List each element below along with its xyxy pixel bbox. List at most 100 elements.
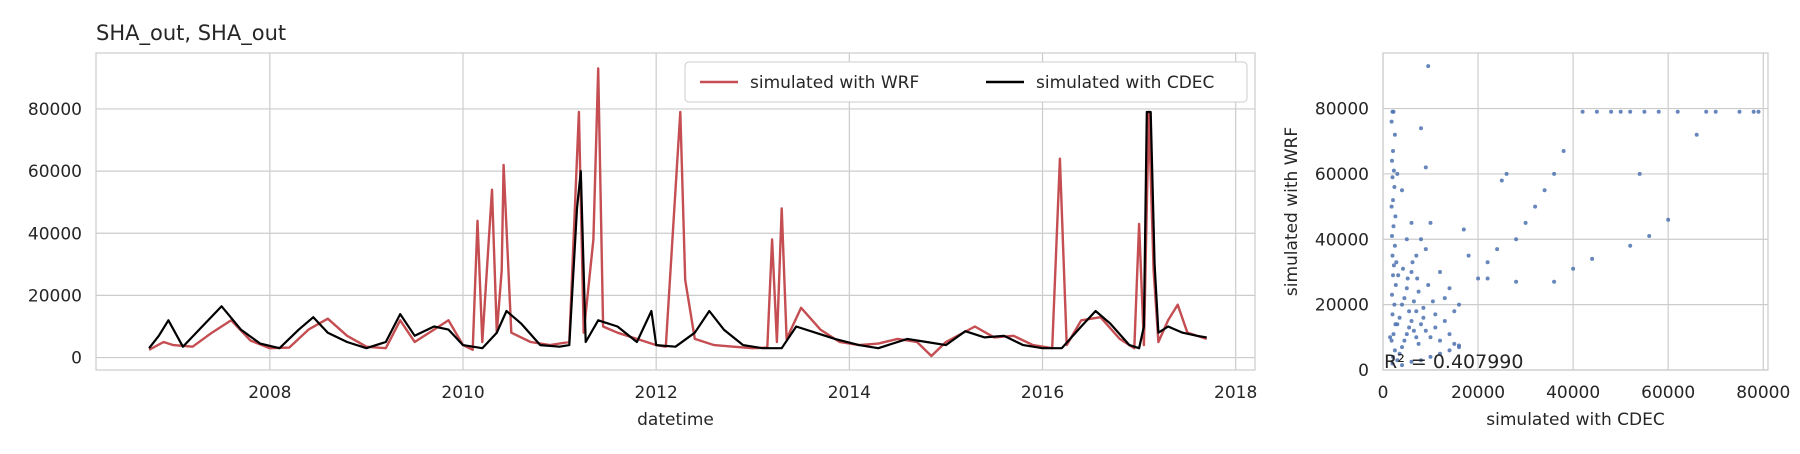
scatter-point (1637, 171, 1642, 176)
scatter-point (1590, 256, 1595, 261)
y-tick-label: 40000 (1315, 230, 1369, 250)
scatter-point (1389, 119, 1394, 124)
scatter-point (1580, 109, 1585, 114)
series-line-1 (148, 110, 1207, 350)
scatter-point (1391, 198, 1395, 203)
scatter-point (1414, 335, 1419, 340)
scatter-point (1428, 335, 1433, 340)
y-tick-label: 80000 (1315, 100, 1369, 120)
scatter-point (1411, 299, 1416, 304)
y-tick-label: 60000 (28, 162, 82, 182)
scatter-point (1394, 260, 1399, 265)
legend: simulated with WRF simulated with CDEC (684, 61, 1248, 103)
scatter-point (1433, 325, 1438, 330)
y-tick-label: 0 (71, 349, 82, 369)
scatter-point (1393, 214, 1398, 219)
scatter-point (1594, 109, 1599, 114)
scatter-point (1514, 237, 1519, 242)
scatter-point (1447, 332, 1452, 337)
scatter-point (1391, 224, 1396, 229)
scatter-point (1704, 109, 1709, 114)
time-series-axes: 2008 2010 2012 2014 2016 2018 0 20000 40000 60000… (28, 52, 1257, 430)
scatter-point (1452, 309, 1457, 314)
scatter-point (1447, 348, 1452, 353)
y-axis-label: simulated with WRF (1282, 127, 1302, 296)
y-tick-label: 60000 (1315, 165, 1369, 185)
x-tick-label: 2012 (635, 383, 678, 403)
scatter-point (1628, 109, 1633, 114)
plot-frame (1382, 52, 1769, 371)
scatter-point (1400, 302, 1404, 307)
scatter-point (1457, 343, 1461, 348)
scatter-point (1391, 168, 1396, 173)
plot-frame (95, 52, 1256, 371)
scatter-point (1499, 178, 1504, 183)
scatter-point (1416, 289, 1421, 294)
scatter-point (1428, 354, 1433, 359)
scatter-point (1737, 109, 1742, 114)
scatter-point (1391, 149, 1395, 153)
scatter-point (1426, 64, 1431, 69)
scatter-point (1397, 351, 1402, 356)
scatter-point (1442, 319, 1447, 323)
scatter-point (1642, 109, 1647, 114)
y-tick-label: 20000 (28, 286, 82, 306)
scatter-point (1552, 279, 1557, 284)
scatter-point (1618, 109, 1623, 114)
x-axis-label: datetime (637, 410, 714, 430)
scatter-point (1392, 132, 1397, 137)
scatter-point (1401, 266, 1405, 271)
scatter-point (1495, 247, 1500, 252)
scatter-point (1390, 312, 1395, 317)
x-tick-label: 2008 (248, 383, 291, 403)
x-tick-label: 2014 (828, 383, 871, 403)
scatter-point (1485, 276, 1490, 281)
scatter-point (1395, 322, 1400, 327)
scatter-point (1404, 332, 1409, 337)
scatter-point (1392, 348, 1397, 353)
scatter-point (1390, 292, 1394, 297)
scatter-point (1438, 351, 1442, 356)
scatter-point (1410, 260, 1415, 265)
scatter-point (1416, 341, 1421, 346)
scatter-point (1647, 234, 1652, 238)
scatter-point (1466, 253, 1471, 258)
scatter-point (1421, 305, 1426, 310)
scatter-point (1400, 345, 1404, 350)
scatter-point (1395, 171, 1400, 176)
scatter-point (1756, 109, 1761, 114)
scatter-point (1388, 335, 1393, 340)
scatter-point (1392, 302, 1397, 307)
scatter-point (1414, 309, 1419, 314)
chart-title: SHA_out, SHA_out (96, 21, 286, 46)
scatter-point (1391, 109, 1396, 114)
x-tick-label: 20000 (1451, 383, 1505, 403)
scatter-point (1430, 299, 1435, 304)
legend-box (684, 61, 1248, 103)
x-tick-label: 2018 (1214, 383, 1257, 403)
scatter-point (1390, 158, 1394, 163)
scatter-point (1514, 279, 1519, 284)
r2-annotation: R² = 0.407990 (1384, 351, 1523, 373)
scatter-point (1504, 171, 1509, 176)
scatter-axes: 0 20000 40000 60000 80000 0 20000 40000 60000 800… (1282, 52, 1790, 430)
scatter-point (1419, 358, 1423, 363)
x-tick-label: 2010 (441, 383, 484, 403)
scatter-point (1656, 109, 1661, 114)
scatter-point (1409, 359, 1414, 364)
scatter-point (1426, 283, 1431, 287)
scatter-point (1561, 149, 1566, 153)
scatter-point (1423, 328, 1428, 333)
scatter-point (1628, 243, 1633, 248)
scatter-point (1395, 358, 1400, 363)
scatter-point (1409, 220, 1414, 225)
x-tick-label: 80000 (1736, 383, 1790, 403)
y-tick-label: 40000 (28, 224, 82, 244)
scatter-point (1476, 276, 1481, 281)
scatter-point (1392, 243, 1397, 248)
scatter-point (1694, 132, 1699, 137)
scatter-point (1414, 253, 1419, 258)
scatter-point (1571, 266, 1576, 271)
scatter-point (1391, 263, 1396, 268)
